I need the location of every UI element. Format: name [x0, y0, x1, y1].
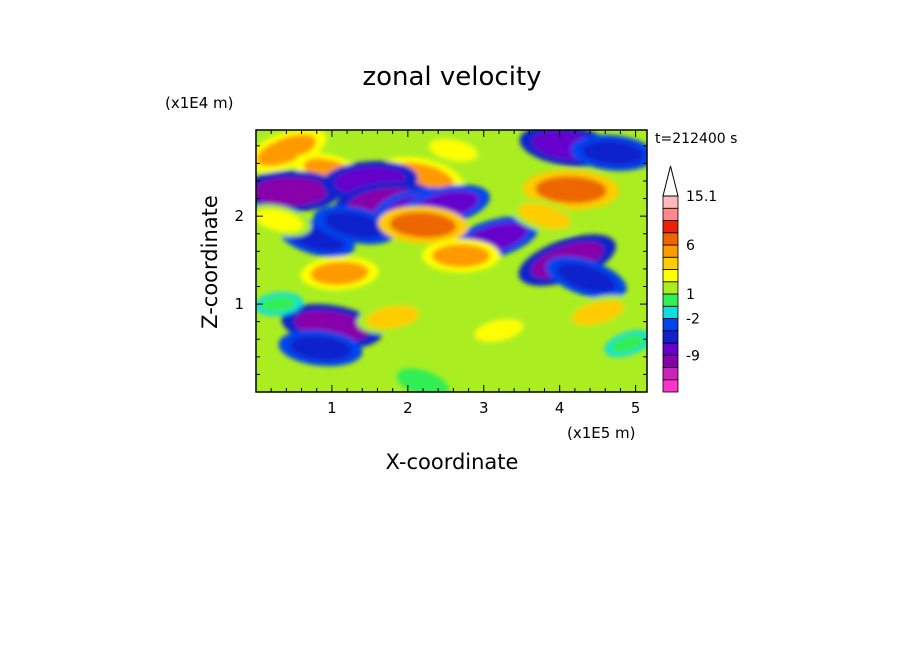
colorbar-box [662, 220, 679, 234]
contour-anomaly-core [474, 319, 524, 342]
y-axis-ticks: 12 [234, 145, 647, 375]
contour-anomaly-core [403, 372, 443, 392]
chart-title: zonal velocity [362, 62, 541, 92]
y-unit-label: (x1E4 m) [165, 94, 234, 112]
colorbar-over-arrow [662, 165, 679, 197]
contour-anomaly-core [571, 300, 624, 326]
colorbar-label: 6 [686, 238, 695, 254]
contour-anomaly-core [556, 262, 617, 293]
colorbar-box [662, 207, 679, 221]
colorbar-box [662, 256, 679, 270]
x-tick-label: 2 [403, 399, 413, 417]
colorbar-box [662, 281, 679, 295]
contour-anomaly-core [256, 134, 316, 166]
contour-anomaly-core [389, 211, 457, 238]
colorbar-box [662, 195, 679, 209]
contour-anomaly-core [256, 209, 303, 232]
plot-frame [255, 129, 648, 393]
x-axis-label: X-coordinate [386, 450, 519, 474]
colorbar-box [662, 318, 679, 332]
contour-anomaly-core [518, 203, 571, 229]
contour-anomaly-core [610, 334, 646, 354]
x-unit-label: (x1E5 m) [567, 424, 636, 442]
colorbar-box [662, 269, 679, 283]
colorbar: -9 -2 1 6 15.1 [662, 165, 717, 393]
contour-anomaly-core [429, 139, 478, 162]
contour-field [256, 130, 647, 392]
x-tick-label: 5 [631, 399, 641, 417]
y-axis-label: Z-coordinate [198, 195, 222, 329]
colorbar-box [662, 354, 679, 368]
y-tick-label: 2 [234, 207, 244, 225]
contour-anomaly-core [260, 295, 297, 313]
contour-anomaly-core [310, 261, 369, 285]
x-tick-label: 1 [327, 399, 337, 417]
colorbar-box [662, 342, 679, 356]
colorbar-label: -2 [686, 312, 700, 328]
colorbar-label: 15.1 [686, 189, 717, 205]
x-axis-ticks: 1 2 3 4 5 [270, 130, 641, 417]
contour-anomaly-core [366, 305, 420, 329]
contour-anomaly-core [431, 244, 490, 268]
contour-anomaly-core [581, 140, 644, 166]
colorbar-box [662, 293, 679, 307]
time-label: t=212400 s [655, 131, 737, 147]
contour-anomaly-core [324, 211, 386, 239]
colorbar-box [662, 232, 679, 246]
x-tick-label: 4 [555, 399, 565, 417]
contour-anomaly-core [289, 335, 352, 361]
colorbar-box [662, 244, 679, 258]
colorbar-box [662, 330, 679, 344]
colorbar-box [662, 379, 679, 393]
colorbar-label: -9 [686, 348, 700, 364]
contour-anomaly-core [256, 177, 328, 206]
colorbar-box [662, 305, 679, 319]
contour-anomaly-core [535, 176, 607, 204]
colorbar-label: 1 [686, 287, 695, 303]
x-tick-label: 3 [479, 399, 489, 417]
colorbar-box [662, 367, 679, 381]
y-tick-label: 1 [234, 295, 244, 313]
